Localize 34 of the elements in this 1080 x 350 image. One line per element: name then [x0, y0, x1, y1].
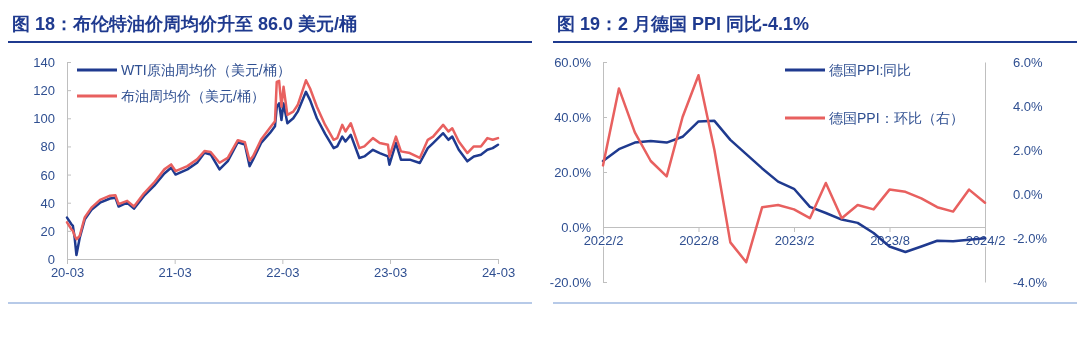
- y-tick-label: 120: [33, 83, 55, 99]
- y2-tick-label: 0.0%: [1013, 187, 1044, 202]
- x-tick-label: 20-03: [50, 265, 85, 281]
- x-tick-label: 2023/2: [774, 233, 815, 249]
- legend-label: 德国PPI:同比: [829, 62, 912, 78]
- y-tick-label: -20.0%: [549, 275, 592, 290]
- x-tick-label: 21-03: [158, 265, 192, 281]
- line-series: [65, 79, 500, 241]
- chart-title: 图 19：2 月德国 PPI 同比-4.1%: [557, 14, 810, 34]
- y-tick-label: 0.0%: [561, 220, 592, 235]
- y2-tick-label: 4.0%: [1013, 99, 1044, 114]
- y-tick-label: 140: [33, 55, 55, 70]
- x-tick-label: 2022/8: [679, 233, 719, 249]
- legend-label: 布油周均价（美元/桶）: [121, 88, 265, 104]
- x-tick-label: 2022/2: [583, 233, 624, 249]
- legend-label: WTI原油周均价（美元/桶）: [121, 62, 291, 78]
- y2-tick-label: 6.0%: [1013, 55, 1044, 70]
- y-tick-label: 40: [40, 195, 55, 211]
- y-tick-label: 40.0%: [554, 110, 592, 125]
- y-tick-label: 100: [33, 111, 55, 127]
- y-tick-label: 0: [47, 252, 55, 267]
- x-tick-label: 23-03: [373, 265, 408, 281]
- legend-label: 德国PPI：环比（右）: [829, 110, 964, 126]
- y2-tick-label: -4.0%: [1013, 275, 1048, 290]
- x-tick-label: 24-03: [481, 265, 516, 281]
- y-tick-label: 20: [40, 223, 55, 239]
- y-tick-label: 80: [40, 139, 55, 155]
- y2-tick-label: 2.0%: [1013, 143, 1044, 158]
- y-tick-label: 60: [40, 167, 55, 183]
- x-tick-label: 22-03: [266, 265, 300, 281]
- y2-tick-label: -2.0%: [1013, 231, 1048, 246]
- y-tick-label: 20.0%: [554, 165, 592, 180]
- y-tick-label: 60.0%: [554, 55, 592, 70]
- chart-title: 图 18：布伦特油价周均价升至 86.0 美元/桶: [12, 14, 358, 34]
